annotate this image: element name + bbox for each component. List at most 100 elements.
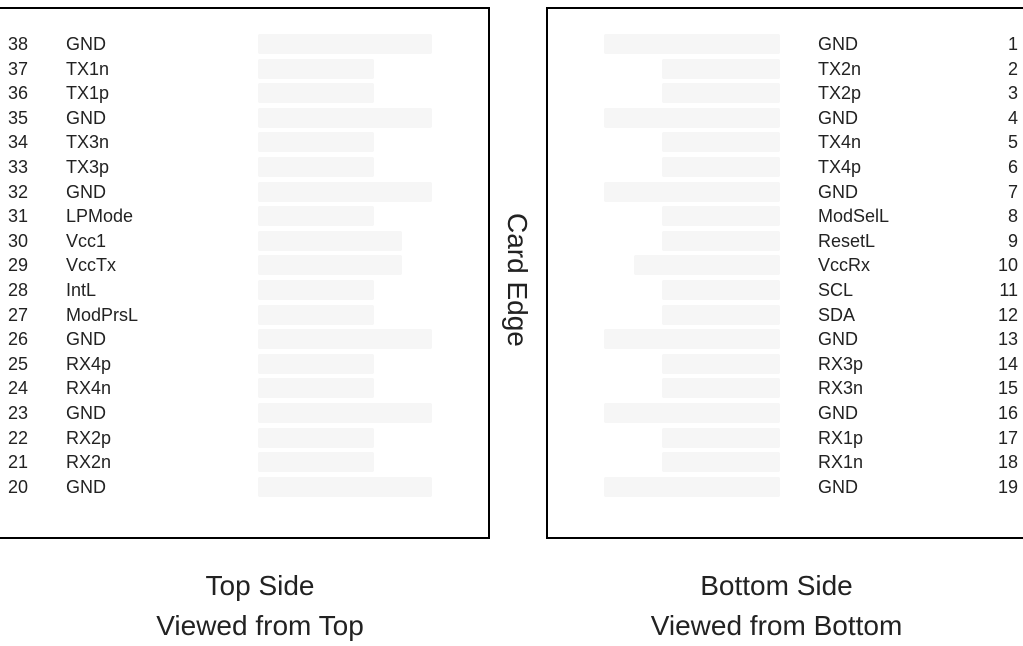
pin-row: 3 TX2p [0,82,1023,104]
pin-number: 31 [8,206,29,226]
pin-number: 7 [1007,182,1018,202]
pin-number: 8 [1007,206,1018,226]
card-edge-label: Card Edge [502,213,533,347]
pin-number: 34 [8,132,29,152]
contact-pad [258,329,432,349]
contact-pad [258,354,374,374]
pin-row: 11 SCL [0,279,1023,301]
pin-row: 10 VccRx [0,254,1023,276]
pin-row: 27 ModPrsL [0,304,1023,326]
pin-signal-name: SCL [818,280,854,300]
pin-row: 33 TX3p [0,156,1023,178]
pin-row: 9 ResetL [0,230,1023,252]
bottom-side-caption-title: Bottom Side [700,570,853,601]
pin-signal-name: TX1p [66,83,110,103]
pin-number: 29 [8,255,29,275]
pin-signal-name: TX4n [818,132,862,152]
pin-number: 35 [8,108,29,128]
contact-pad [604,329,780,349]
pin-row: 21 RX2n [0,451,1023,473]
pin-signal-name: ModSelL [818,206,890,226]
pin-number: 16 [997,403,1018,423]
pin-row: 29 VccTx [0,254,1023,276]
pin-signal-name: GND [818,329,858,349]
pin-signal-name: GND [818,34,858,54]
pin-signal-name: VccRx [818,255,871,275]
pin-row: 12 SDA [0,304,1023,326]
pin-row: 2 TX2n [0,58,1023,80]
pin-number: 10 [997,255,1018,275]
pin-number: 20 [8,477,29,497]
pin-number: 38 [8,34,29,54]
pin-row: 22 RX2p [0,427,1023,449]
pin-signal-name: GND [66,477,106,497]
contact-pad [634,255,780,275]
pin-signal-name: Vcc1 [66,231,107,251]
pin-row: 15 RX3n [0,377,1023,399]
contact-pad [604,403,780,423]
contact-pad [258,428,374,448]
pin-number: 27 [8,305,29,325]
contact-pad [258,132,374,152]
pin-number: 21 [8,452,29,472]
pin-number: 2 [1007,59,1018,79]
pin-signal-name: SDA [818,305,856,325]
pin-number: 1 [1007,34,1018,54]
pin-signal-name: GND [66,329,106,349]
pin-number: 32 [8,182,29,202]
contact-pad [258,255,402,275]
pin-number: 25 [8,354,29,374]
pin-number: 9 [1007,231,1018,251]
bottom-side-panel [546,7,1023,539]
contact-pad [258,182,432,202]
pin-number: 3 [1007,83,1018,103]
pin-row: 4 GND [0,107,1023,129]
contact-pad [258,59,374,79]
contact-pad [258,34,432,54]
pin-row: 37 TX1n [0,58,1023,80]
pin-number: 14 [997,354,1018,374]
pin-signal-name: RX2p [66,428,112,448]
pin-row: 20 GND [0,476,1023,498]
pin-number: 24 [8,378,29,398]
pin-row: 18 RX1n [0,451,1023,473]
top-side-panel [0,7,490,539]
pin-number: 36 [8,83,29,103]
pin-row: 31 LPMode [0,205,1023,227]
contact-pad [258,231,402,251]
contact-pad [604,182,780,202]
pin-signal-name: RX3n [818,378,864,398]
contact-pad [604,34,780,54]
pin-signal-name: GND [818,477,858,497]
contact-pad [258,83,374,103]
pin-number: 30 [8,231,29,251]
pin-signal-name: ResetL [818,231,876,251]
contact-pad [258,477,432,497]
pin-row: 19 GND [0,476,1023,498]
top-side-caption-title: Top Side [205,570,315,601]
contact-pad [662,452,780,472]
contact-pad [662,231,780,251]
contact-pad [258,206,374,226]
pin-signal-name: VccTx [66,255,117,275]
pin-row: 35 GND [0,107,1023,129]
pin-number: 6 [1007,157,1018,177]
contact-pad [258,378,374,398]
pin-row: 13 GND [0,328,1023,350]
contact-pad [662,157,780,177]
pin-signal-name: GND [66,182,106,202]
pin-signal-name: ModPrsL [66,305,139,325]
pin-row: 28 IntL [0,279,1023,301]
pin-row: 6 TX4p [0,156,1023,178]
pin-row: 32 GND [0,181,1023,203]
bottom-side-caption-subtitle: Viewed from Bottom [650,610,903,641]
pin-row: 30 Vcc1 [0,230,1023,252]
contact-pad [662,378,780,398]
contact-pad [662,280,780,300]
pin-row: 8 ModSelL [0,205,1023,227]
pin-signal-name: RX4n [66,378,112,398]
pin-number: 23 [8,403,29,423]
pin-row: 38 GND [0,33,1023,55]
contact-pad [662,354,780,374]
pin-signal-name: RX1p [818,428,864,448]
